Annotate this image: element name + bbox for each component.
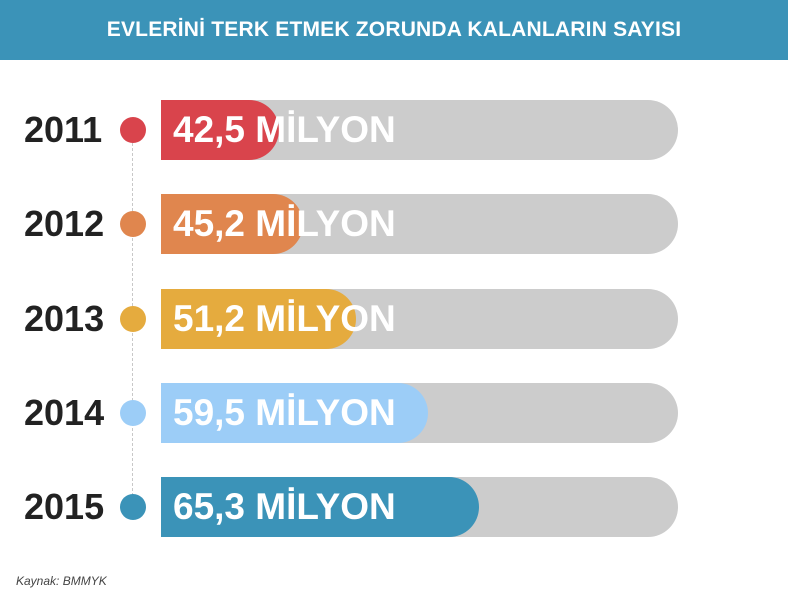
bar-track: 51,2 MİLYON bbox=[161, 289, 678, 349]
bar-fill bbox=[161, 477, 480, 537]
year-label: 2015 bbox=[24, 486, 105, 527]
bar-row: 2011 42,5 MİLYON bbox=[0, 100, 788, 160]
year-dot bbox=[120, 400, 146, 426]
bar-row: 2012 45,2 MİLYON bbox=[0, 194, 788, 254]
year-label: 2011 bbox=[24, 109, 103, 150]
value-label: 45,2 MİLYON bbox=[173, 203, 396, 244]
bar-track: 65,3 MİLYON bbox=[161, 477, 678, 537]
value-label: 65,3 MİLYON bbox=[173, 486, 396, 527]
year-dot bbox=[120, 211, 146, 237]
bar-row: 2013 51,2 MİLYON bbox=[0, 289, 788, 349]
value-label: 51,2 MİLYON bbox=[173, 298, 396, 339]
chart-title: EVLERİNİ TERK ETMEK ZORUNDA KALANLARIN S… bbox=[106, 18, 682, 41]
year-dot bbox=[120, 494, 146, 520]
year-label: 2012 bbox=[24, 203, 105, 244]
year-dot bbox=[120, 306, 146, 332]
value-label: 42,5 MİLYON bbox=[173, 109, 396, 150]
year-label: 2014 bbox=[24, 392, 105, 433]
year-label: 2013 bbox=[24, 298, 105, 339]
bar-track: 42,5 MİLYON bbox=[161, 100, 678, 160]
bar-fill bbox=[161, 100, 280, 160]
bar-fill bbox=[161, 289, 356, 349]
bar-fill bbox=[161, 194, 303, 254]
title-bar: EVLERİNİ TERK ETMEK ZORUNDA KALANLARIN S… bbox=[0, 0, 788, 60]
year-dot bbox=[120, 117, 146, 143]
bar-fill bbox=[161, 383, 429, 443]
value-label: 59,5 MİLYON bbox=[173, 392, 396, 433]
bar-track: 45,2 MİLYON bbox=[161, 194, 678, 254]
bar-row: 2015 65,3 MİLYON bbox=[0, 477, 788, 537]
bar-track: 59,5 MİLYON bbox=[161, 383, 678, 443]
bar-row: 2014 59,5 MİLYON bbox=[0, 383, 788, 443]
source-note: Kaynak: BMMYK bbox=[16, 574, 107, 588]
